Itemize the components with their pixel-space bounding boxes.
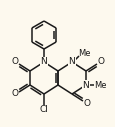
- Text: N: N: [68, 58, 75, 67]
- Text: O: O: [11, 58, 18, 67]
- Text: N: N: [40, 58, 47, 67]
- Text: O: O: [11, 90, 18, 99]
- Text: Me: Me: [77, 49, 89, 58]
- Text: Me: Me: [93, 81, 105, 90]
- Text: O: O: [83, 99, 90, 107]
- Text: O: O: [97, 58, 104, 67]
- Text: Cl: Cl: [39, 106, 48, 115]
- Text: N: N: [82, 81, 89, 90]
